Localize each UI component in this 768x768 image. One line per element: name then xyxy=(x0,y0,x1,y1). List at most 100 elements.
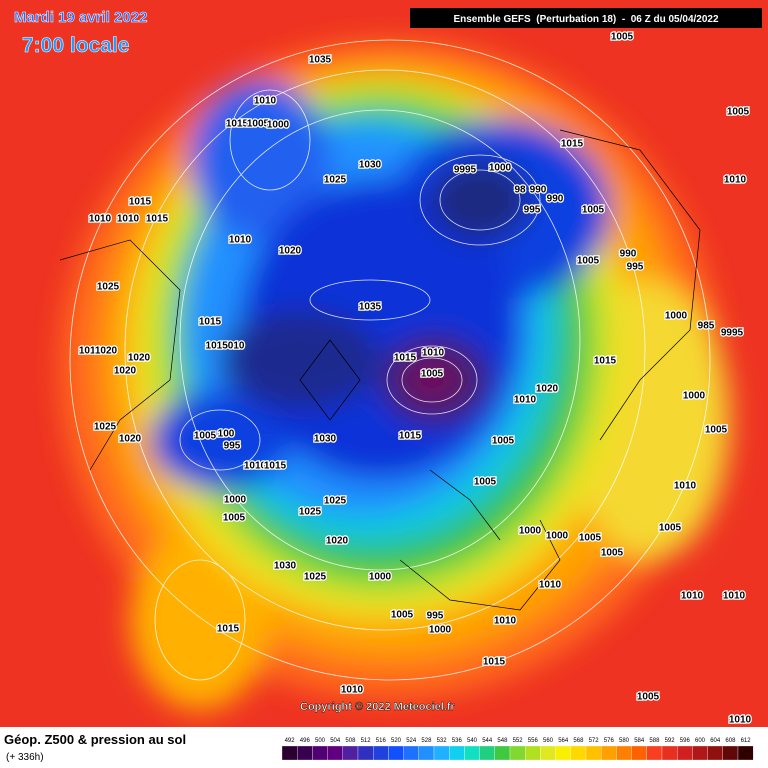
isobar-label: 1010 xyxy=(681,591,704,602)
isobar-label: 1010 xyxy=(117,214,140,225)
scale-label: 572 xyxy=(589,738,600,744)
lead-time: (+ 336h) xyxy=(6,752,44,763)
scale-label: 608 xyxy=(725,738,736,744)
isobar-label: 1015 xyxy=(146,214,169,225)
isobar-label: 1000 xyxy=(683,391,706,402)
isobar-label: 1015 xyxy=(394,353,417,364)
scale-label: 568 xyxy=(573,738,584,744)
scale-swatch xyxy=(312,745,328,761)
isobar-label: 1005 xyxy=(582,205,605,216)
scale-swatch xyxy=(418,745,435,761)
isobar-label: 1005 xyxy=(492,436,515,447)
isobar-label: 1015 xyxy=(594,356,617,367)
isobar-label: 1010 xyxy=(254,96,277,107)
scale-swatch xyxy=(585,745,602,761)
isobar-label: 1005 xyxy=(601,548,624,559)
scale-label: 536 xyxy=(452,738,463,744)
isobar-label: 1035 xyxy=(309,55,332,66)
scale-label: 580 xyxy=(619,738,630,744)
isobar-label: 1005 xyxy=(705,425,728,436)
isobar-label: 1030 xyxy=(274,561,297,572)
isobar-label: 1030 xyxy=(359,160,382,171)
scale-label: 576 xyxy=(604,738,615,744)
isobar-label: 1010 xyxy=(341,685,364,696)
scale-swatch xyxy=(661,745,678,761)
isobar-label: 995 xyxy=(524,205,541,216)
isobar-label: 1015 xyxy=(399,431,422,442)
scale-label: 564 xyxy=(558,738,569,744)
isobar-label: 1005 xyxy=(637,692,660,703)
isobar-label: 1035 xyxy=(359,302,382,313)
scale-label: 520 xyxy=(391,738,402,744)
scale-swatch xyxy=(707,745,723,761)
isobar-label: 1005 xyxy=(194,431,217,442)
scale-swatch xyxy=(570,745,587,761)
map-field xyxy=(0,0,768,727)
isobar-label: 1015 xyxy=(483,657,506,668)
isobar-label: 1025 xyxy=(324,175,347,186)
scale-label: 496 xyxy=(300,738,311,744)
scale-label: 508 xyxy=(345,738,356,744)
scale-label: 600 xyxy=(695,738,706,744)
isobar-label: 1005 xyxy=(223,513,246,524)
isobar-label: 1020 xyxy=(536,384,559,395)
scale-label: 612 xyxy=(741,738,752,744)
scale-swatch xyxy=(327,745,343,761)
isobar-label: 9995 xyxy=(454,165,477,176)
isobar-label: 1000 xyxy=(665,311,688,322)
footer-title: Géop. Z500 & pression au sol xyxy=(4,732,186,747)
scale-label: 588 xyxy=(649,738,660,744)
isobar-label: 995 xyxy=(224,441,241,452)
isobar-label: 1015 xyxy=(561,139,584,150)
isobar-label: 995 xyxy=(627,262,644,273)
isobar-label: 1010 xyxy=(494,616,517,627)
isobar-label: 1000 xyxy=(519,526,542,537)
isobar-label: 1005 xyxy=(579,533,602,544)
scale-label: 504 xyxy=(330,738,341,744)
isobar-label: 1015 xyxy=(129,197,152,208)
isobar-label: 990 xyxy=(547,194,564,205)
isobar-label: 1005 xyxy=(247,119,270,130)
isobar-label: 1020 xyxy=(95,346,118,357)
scale-label: 584 xyxy=(634,738,645,744)
scale-swatch xyxy=(509,745,526,761)
isobar-label: 995 xyxy=(427,611,444,622)
isobar-label: 100 xyxy=(218,429,235,440)
isobar-label: 1010 xyxy=(729,715,752,726)
isobar-label: 1000 xyxy=(369,572,392,583)
isobar-label: 1020 xyxy=(128,353,151,364)
isobar-label: 9995 xyxy=(721,328,744,339)
scale-swatch xyxy=(601,745,617,761)
scale-swatch xyxy=(540,745,556,761)
scale-swatch xyxy=(281,745,298,761)
isobar-label: 1010 xyxy=(229,235,252,246)
isobar-label: 1025 xyxy=(97,282,120,293)
isobar-label: 1020 xyxy=(326,536,349,547)
isobar-label: 1000 xyxy=(429,625,452,636)
isobar-label: 990 xyxy=(530,185,547,196)
isobar-label: 1000 xyxy=(267,120,290,131)
copyright: Copyright © 2022 Meteociel.fr xyxy=(300,701,456,713)
isobar-label: 98 xyxy=(514,185,526,196)
scale-swatch xyxy=(677,745,693,761)
isobar-label: 1020 xyxy=(279,246,302,257)
local-time: 7:00 locale xyxy=(22,34,129,57)
isobar-label: 1010 xyxy=(89,214,112,225)
isobar-label: 1010 xyxy=(539,580,562,591)
scale-label: 492 xyxy=(285,738,296,744)
isobar-label: 1015 xyxy=(199,317,222,328)
scale-label: 560 xyxy=(543,738,554,744)
scale-label: 532 xyxy=(437,738,448,744)
scale-swatch xyxy=(464,745,480,761)
isobar-label: 1020 xyxy=(119,434,142,445)
isobar-label: 1020 xyxy=(114,366,137,377)
isobar-label: 1025 xyxy=(304,572,327,583)
scale-label: 592 xyxy=(665,738,676,744)
scale-label: 548 xyxy=(497,738,508,744)
isobar-label: 1015010 xyxy=(206,341,245,352)
scale-label: 552 xyxy=(513,738,524,744)
scale-swatch xyxy=(722,745,739,761)
isobar-label: 1010 xyxy=(723,591,746,602)
isobar-label: 1000 xyxy=(546,531,569,542)
